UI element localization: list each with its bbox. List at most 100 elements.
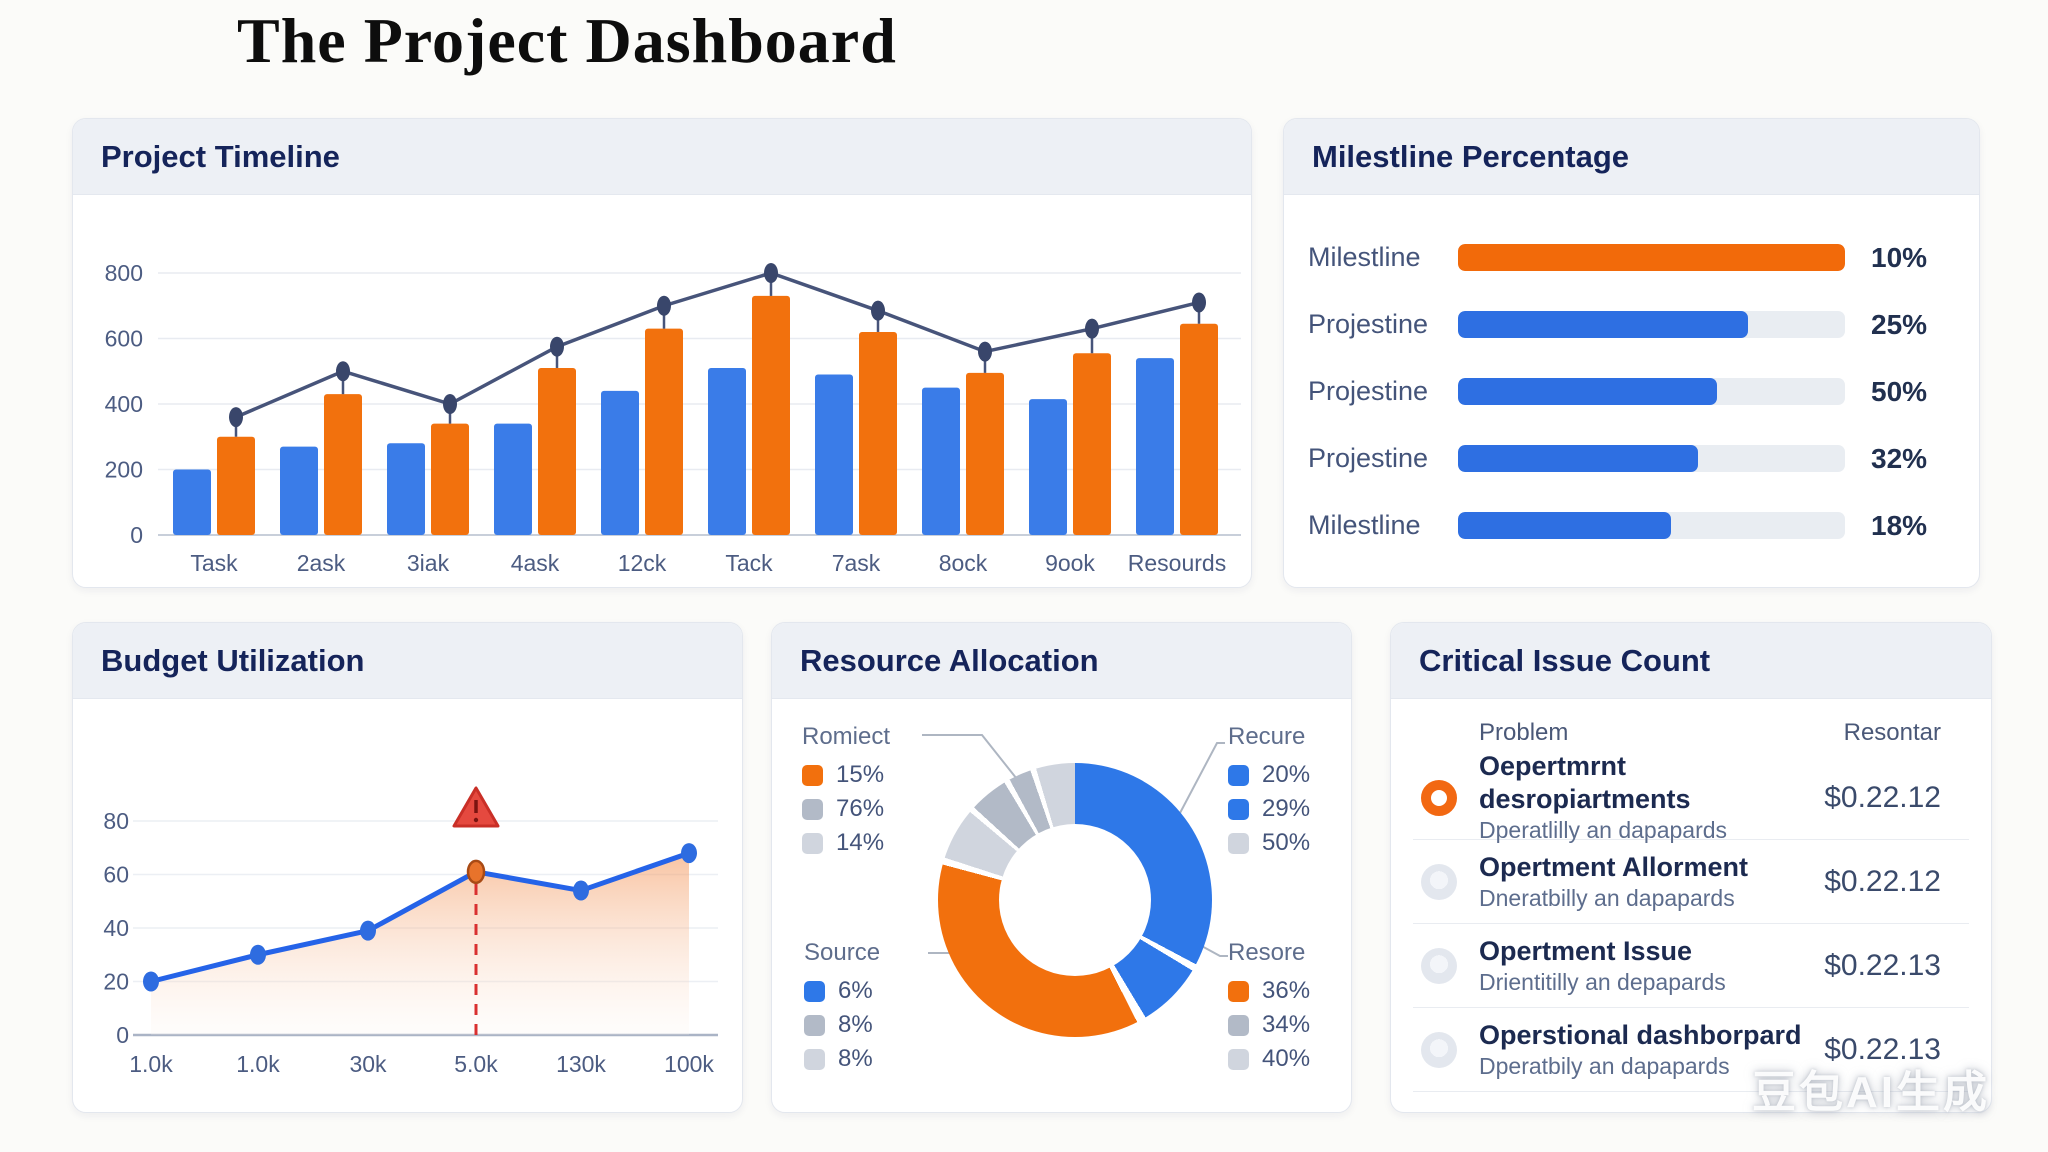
alert-marker[interactable] — [466, 859, 486, 885]
legend-item[interactable]: 8% — [804, 1008, 880, 1042]
bar-blue-1[interactable] — [173, 469, 211, 536]
legend-title: Resore — [1228, 939, 1306, 966]
milestone-row[interactable]: Milestline 18% — [1308, 492, 1949, 559]
issue-title: Operstional dashborpard — [1479, 1019, 1802, 1050]
bar-orange-2[interactable] — [324, 394, 362, 535]
issue-row[interactable]: Opertment Allorment Dneratbilly an dapapa… — [1413, 840, 1969, 924]
bar-orange-1[interactable] — [217, 436, 255, 535]
milestone-row[interactable]: Milestline 10% — [1308, 224, 1949, 291]
bar-orange-7[interactable] — [859, 331, 897, 535]
progress-track — [1458, 311, 1845, 338]
milestone-row[interactable]: Projestine 50% — [1308, 358, 1949, 425]
data-marker[interactable] — [360, 920, 376, 941]
legend-value: 36% — [1262, 977, 1311, 1004]
data-marker[interactable] — [143, 971, 159, 992]
legend-swatch — [1228, 1014, 1249, 1036]
panel-header: Budget Utilization — [73, 623, 742, 699]
progress-fill — [1458, 244, 1845, 271]
bar-blue-10[interactable] — [1136, 358, 1174, 535]
bar-orange-8[interactable] — [966, 372, 1004, 535]
legend-item[interactable]: 40% — [1228, 1042, 1310, 1076]
y-axis-tick: 20 — [103, 969, 129, 995]
legend-swatch — [802, 798, 823, 820]
issue-value: $0.22.12 — [1824, 780, 1941, 814]
line-marker[interactable] — [550, 336, 564, 357]
legend-swatch — [1228, 798, 1249, 820]
legend-item[interactable]: 29% — [1228, 792, 1310, 826]
line-marker[interactable] — [657, 295, 671, 316]
issue-text: Opertment Issue Drientitilly an depapards — [1479, 935, 1726, 997]
column-header-problem: Problem — [1479, 719, 1569, 746]
bar-blue-3[interactable] — [387, 443, 425, 535]
milestone-value: 32% — [1871, 442, 1928, 474]
panel-critical-issue-count: Critical Issue Count Problem Resontar Oe… — [1390, 622, 1992, 1113]
milestone-row[interactable]: Projestine 32% — [1308, 425, 1949, 492]
progress-fill — [1458, 512, 1671, 539]
x-axis-tick: 8ock — [939, 550, 988, 576]
bar-orange-10[interactable] — [1180, 323, 1218, 535]
bar-blue-8[interactable] — [922, 387, 960, 535]
bar-orange-9[interactable] — [1073, 353, 1111, 535]
bar-orange-6[interactable] — [752, 295, 790, 535]
x-axis-tick: 7ask — [832, 550, 881, 576]
milestone-row[interactable]: Projestine 25% — [1308, 291, 1949, 358]
x-axis-tick: Task — [190, 550, 238, 576]
panel-title: Resource Allocation — [800, 642, 1099, 678]
line-marker[interactable] — [1085, 318, 1099, 339]
issue-row[interactable]: Opertment Issue Drientitilly an depapards… — [1413, 924, 1969, 1008]
legend-item[interactable]: 8% — [804, 1042, 880, 1076]
panel-budget-utilization: Budget Utilization 0 20 40 60 80 1.0k 1.0k 30k 5… — [72, 622, 743, 1113]
legend-value: 50% — [1262, 829, 1311, 856]
legend-swatch — [802, 832, 823, 854]
bar-blue-5[interactable] — [601, 390, 639, 535]
warning-exclamation-dot — [473, 817, 479, 823]
y-axis-tick: 400 — [105, 391, 143, 417]
line-marker[interactable] — [229, 407, 243, 428]
bar-orange-4[interactable] — [538, 367, 576, 535]
legend-item[interactable]: 15% — [802, 758, 890, 792]
milestone-label: Milestline — [1308, 242, 1421, 272]
issue-value: $0.22.12 — [1824, 864, 1941, 898]
x-axis-tick: 130k — [556, 1051, 606, 1077]
bar-blue-6[interactable] — [708, 367, 746, 535]
issue-subtitle: Drientitilly an depapards — [1479, 968, 1726, 995]
line-marker[interactable] — [1192, 292, 1206, 313]
issue-row[interactable]: Oepertmrnt desropiartments Dperatlilly an… — [1413, 751, 1969, 843]
data-marker[interactable] — [681, 843, 697, 864]
line-marker[interactable] — [443, 394, 457, 414]
panel-title: Project Timeline — [101, 138, 340, 174]
data-marker[interactable] — [250, 944, 266, 965]
status-dot-icon — [1421, 1031, 1457, 1068]
y-axis-tick: 0 — [130, 522, 143, 548]
issue-row[interactable]: Operstional dashborpard Dperatbily an dap… — [1413, 1008, 1969, 1092]
panel-header: Critical Issue Count — [1391, 623, 1991, 699]
line-marker[interactable] — [336, 361, 350, 382]
legend-item[interactable]: 36% — [1228, 974, 1310, 1008]
progress-fill — [1458, 311, 1749, 338]
legend-swatch — [1228, 1048, 1249, 1070]
line-marker[interactable] — [871, 300, 885, 321]
issue-title: Opertment Issue — [1479, 935, 1693, 966]
critical-column-headers: Problem Resontar — [1391, 710, 1991, 756]
panel-header: Milestline Percentage — [1284, 119, 1979, 195]
line-marker[interactable] — [978, 341, 992, 362]
bar-blue-2[interactable] — [280, 446, 318, 535]
milestone-value: 50% — [1871, 375, 1928, 407]
x-axis-tick: 30k — [349, 1051, 387, 1077]
legend-item[interactable]: 6% — [804, 974, 880, 1008]
legend-item[interactable]: 76% — [802, 792, 890, 826]
data-marker[interactable] — [573, 880, 589, 901]
bar-blue-7[interactable] — [815, 374, 853, 535]
legend-item[interactable]: 34% — [1228, 1008, 1310, 1042]
bar-orange-3[interactable] — [431, 423, 469, 535]
bar-blue-9[interactable] — [1029, 399, 1067, 535]
legend-item[interactable]: 14% — [802, 826, 890, 860]
legend-source: Source 6% 8% 8% — [804, 939, 880, 1076]
line-marker[interactable] — [764, 263, 778, 283]
legend-item[interactable]: 50% — [1228, 826, 1310, 860]
bar-blue-4[interactable] — [494, 423, 532, 535]
budget-chart-area: 0 20 40 60 80 1.0k 1.0k 30k 5.0k 130k 100k — [73, 700, 742, 1112]
legend-item[interactable]: 20% — [1228, 758, 1310, 792]
bar-orange-5[interactable] — [645, 328, 683, 535]
